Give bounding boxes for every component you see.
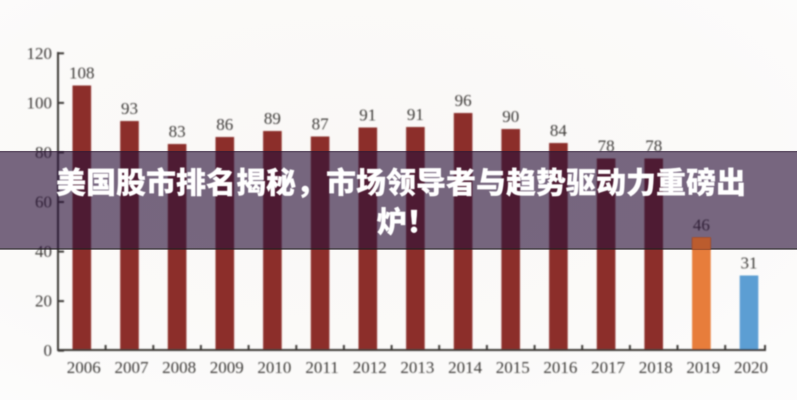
svg-text:90: 90: [502, 107, 519, 126]
svg-text:87: 87: [312, 115, 330, 134]
svg-text:120: 120: [27, 44, 53, 63]
svg-text:83: 83: [169, 122, 186, 141]
svg-text:31: 31: [741, 254, 758, 273]
svg-text:2020: 2020: [734, 358, 768, 377]
svg-text:78: 78: [645, 137, 662, 156]
svg-text:2010: 2010: [257, 358, 291, 377]
svg-text:2019: 2019: [686, 358, 720, 377]
svg-text:2007: 2007: [115, 358, 150, 377]
svg-text:78: 78: [598, 137, 615, 156]
svg-text:2013: 2013: [400, 358, 434, 377]
svg-text:2014: 2014: [448, 358, 483, 377]
svg-text:91: 91: [359, 106, 376, 125]
svg-text:2006: 2006: [67, 358, 101, 377]
svg-text:2018: 2018: [639, 358, 673, 377]
svg-text:89: 89: [264, 109, 281, 128]
svg-text:96: 96: [455, 91, 472, 110]
svg-text:2011: 2011: [305, 358, 338, 377]
svg-text:2015: 2015: [496, 358, 530, 377]
svg-text:2008: 2008: [162, 358, 196, 377]
svg-text:20: 20: [35, 292, 52, 311]
svg-text:0: 0: [44, 341, 53, 360]
svg-text:108: 108: [69, 64, 95, 83]
svg-text:2012: 2012: [353, 358, 387, 377]
svg-text:86: 86: [216, 115, 233, 134]
svg-text:2016: 2016: [543, 358, 577, 377]
svg-text:2009: 2009: [210, 358, 244, 377]
svg-text:93: 93: [121, 99, 138, 118]
svg-text:2017: 2017: [591, 358, 626, 377]
svg-text:84: 84: [550, 121, 568, 140]
svg-text:91: 91: [407, 105, 424, 124]
svg-text:100: 100: [27, 93, 53, 112]
